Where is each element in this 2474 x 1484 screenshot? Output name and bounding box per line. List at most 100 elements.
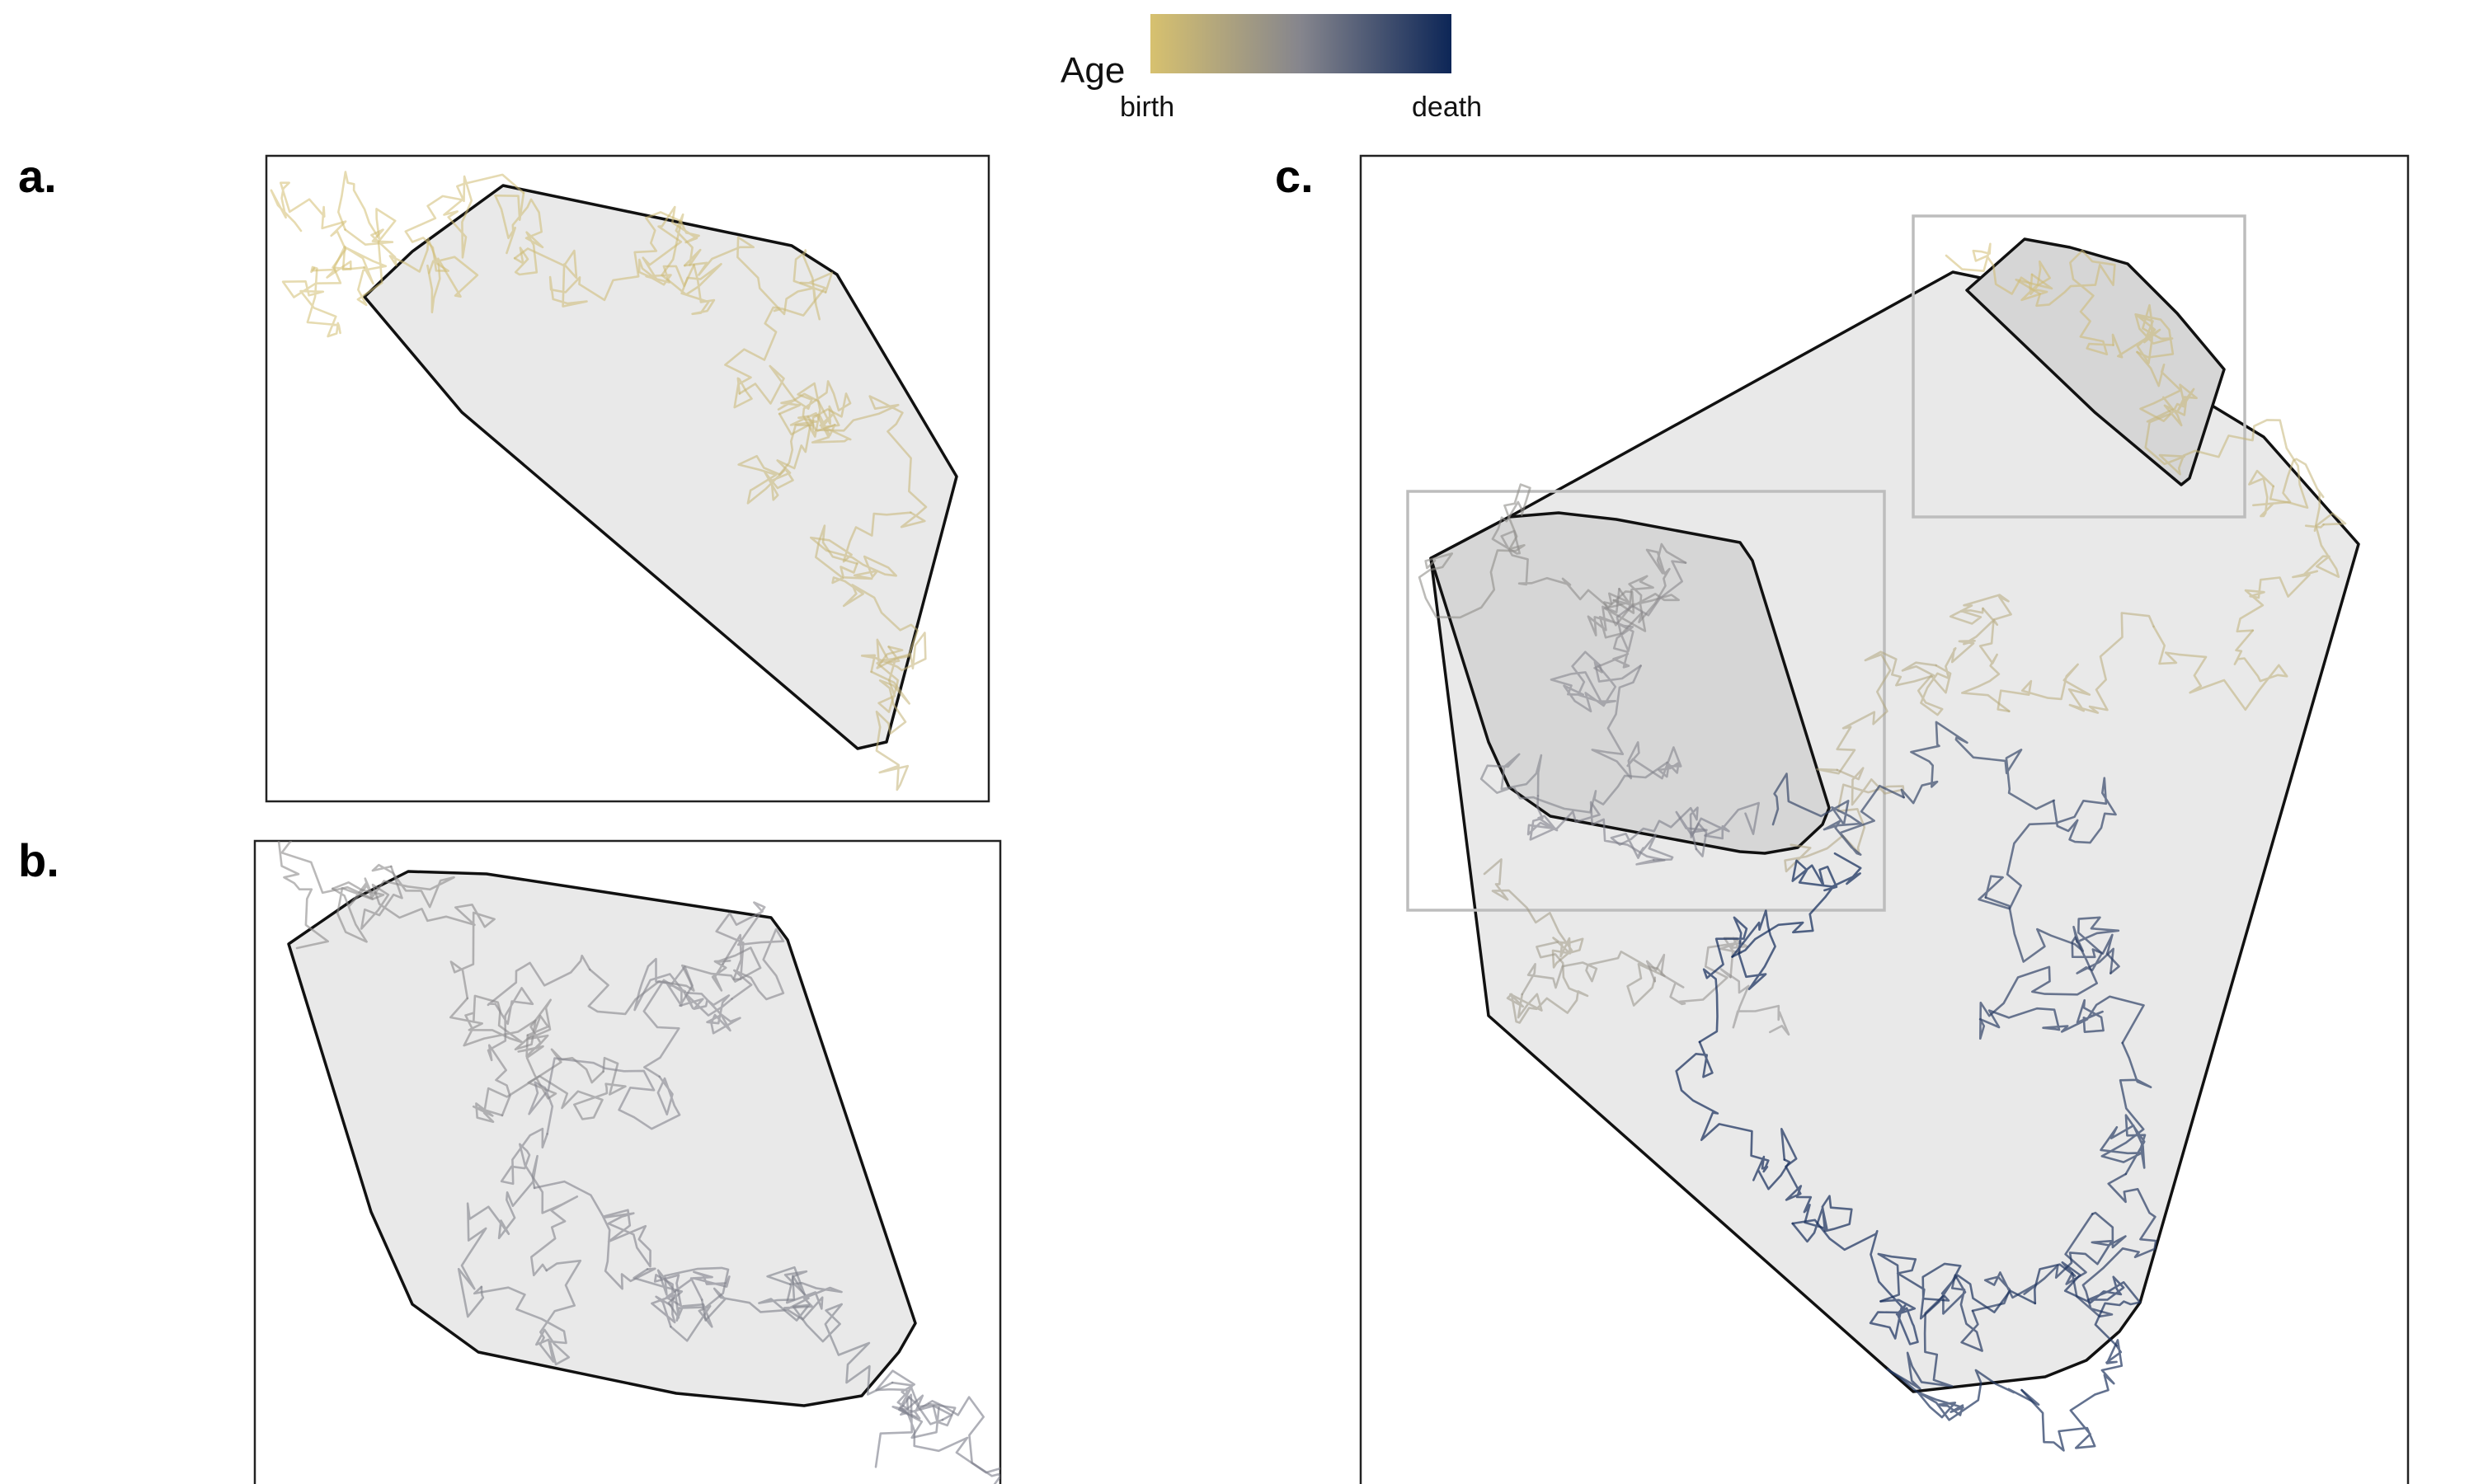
panel-a-track-segment-18 (870, 670, 910, 791)
panel-c-early-track-segment-2 (2111, 303, 2175, 364)
panel-c-inset-box-b (1406, 490, 1886, 912)
panel-c-mid-track-segment-9 (1610, 806, 1708, 862)
panel-c-early-track-segment-7 (2152, 625, 2288, 711)
panel-c-transition-track-segment-0 (1483, 858, 1584, 969)
panel-b-track-segment-13 (473, 1259, 582, 1366)
panel-c-late-track-segment-4 (1978, 933, 2120, 1040)
panel-b-track-segment-1 (331, 863, 455, 943)
panel-c-early-track-segment-9 (1949, 594, 2012, 713)
panel-b-track-segment-7 (587, 946, 762, 1016)
panel-c-mid-track-segment-5 (1550, 650, 1642, 713)
panel-c-late-track-segment-8 (1971, 1211, 2127, 1313)
panel-b-track-segment-11 (528, 1057, 681, 1135)
panel-a-track-segment-17 (860, 632, 927, 713)
legend-death-label: death (1412, 92, 1482, 123)
panel-b (253, 839, 1002, 1484)
panel-c-early-track-segment-5 (2248, 458, 2325, 533)
panel-c-late-track-segment-11 (2020, 1339, 2124, 1452)
panel-c-late-track-segment-12 (2034, 1261, 2142, 1347)
panel-b-track-segment-19 (758, 1266, 894, 1396)
panel-a-track-segment-10 (724, 271, 834, 409)
panel-c-early-track-segment-11 (1816, 650, 1937, 775)
panel-b-home-range-hull (287, 870, 917, 1407)
panel-c-mid-track-segment-6 (1591, 665, 1682, 780)
panel-c-mid-track-segment-0 (1418, 483, 1531, 619)
panel-b-track-segment-5 (472, 1056, 627, 1123)
panel-b-track-segment-14 (457, 1154, 539, 1318)
legend-title: Age (1061, 50, 1125, 91)
panel-c-early-track-segment-3 (2136, 350, 2198, 427)
panel-c-late-track-segment-13 (1877, 1252, 2037, 1320)
panel-b-tracks (277, 841, 1000, 1484)
panel-a-track-segment-2 (336, 171, 397, 307)
panel-b-track-segment-17 (651, 1270, 731, 1328)
panel-a-track-segment-15 (809, 511, 912, 580)
panel-a-track-segment-4 (404, 173, 525, 275)
panel-a-track-segment-9 (683, 236, 827, 321)
panel-c-late-track-segment-15 (1780, 1128, 1853, 1243)
panel-b-track-segment-18 (700, 1270, 843, 1322)
panel-c-late-track-segment-5 (1978, 995, 2145, 1045)
panel-a-tracks (270, 171, 928, 791)
panel-a (265, 154, 990, 803)
panel-a-track-segment-13 (737, 412, 812, 505)
panel-c-mid-track-segment-3 (1587, 542, 1687, 639)
panel-a-track-segment-3 (344, 228, 479, 314)
panel-b-track-segment-3 (449, 994, 549, 1051)
panel-c-late-track-segment-14 (1791, 1219, 1919, 1345)
panel-c-early-track-segment-8 (1997, 612, 2155, 714)
panel-c-early-track-segment-4 (2144, 408, 2309, 510)
panel-c-late-track-segment-16 (1675, 1040, 1791, 1190)
age-legend: Age birth death (1061, 14, 1482, 123)
panel-b-track-segment-22 (874, 1393, 1000, 1484)
panel-b-track-segment-10 (633, 957, 694, 1078)
panel-c-label: c. (1275, 150, 1314, 202)
panel-c-transition-track-segment-1 (1506, 941, 1589, 1024)
age-colorbar (1150, 14, 1451, 73)
panel-a-track-segment-1 (281, 245, 365, 338)
panel-c-late-track-segment-0 (1771, 773, 1905, 856)
panel-c-inner-hull-a (1965, 237, 2226, 486)
panel-c-tracks (1418, 242, 2347, 1452)
panel-c-mid-track-segment-10 (1675, 801, 1760, 851)
panel-c (1359, 154, 2410, 1484)
panel-c-inset-box-a (1912, 214, 2246, 519)
panel-c-late-track-segment-17 (1698, 909, 1776, 1044)
panel-c-early-track-segment-6 (2236, 512, 2347, 633)
panel-b-track-segment-12 (500, 1127, 579, 1277)
panel-c-mid-track-segment-8 (1526, 794, 1666, 866)
panel-b-track-segment-21 (891, 1394, 1000, 1477)
panel-a-track-segment-12 (777, 392, 852, 444)
panel-c-late-track-segment-3 (1984, 896, 2120, 974)
panel-c-transition-track-segment-3 (1645, 937, 1748, 1006)
panel-c-mid-track-segment-2 (1603, 575, 1680, 632)
panel-a-track-segment-11 (738, 364, 852, 438)
legend-birth-label: birth (1120, 92, 1174, 123)
panel-b-track-segment-6 (487, 954, 591, 1117)
panel-c-mid-track-segment-4 (1593, 560, 1687, 674)
panel-c-early-track-segment-1 (2015, 249, 2116, 356)
panel-b-track-segment-15 (533, 1180, 656, 1290)
panel-c-late-track-segment-10 (1886, 1368, 2040, 1421)
panel-a-track-segment-8 (661, 213, 722, 316)
panel-c-late-track-segment-18 (1731, 852, 1862, 958)
panel-a-track-segment-14 (778, 395, 928, 528)
panel-c-late-track-segment-1 (1900, 721, 2056, 810)
panel-b-track-segment-9 (679, 991, 741, 1035)
panel-c-mid-track-segment-7 (1479, 753, 1668, 814)
panel-a-track-segment-7 (637, 205, 700, 288)
panel-a-label: a. (18, 150, 57, 202)
panel-c-transition-track-segment-4 (1719, 968, 1790, 1036)
panel-a-home-range-hull (363, 184, 958, 750)
panel-c-early-track-segment-10 (1917, 607, 1999, 716)
panel-c-late-track-segment-6 (2100, 1041, 2152, 1176)
panel-c-transition-track-segment-2 (1521, 951, 1666, 1007)
panel-a-track-segment-5 (494, 191, 544, 276)
panel-b-label: b. (18, 834, 59, 886)
panel-c-early-track-segment-12 (1784, 767, 1905, 873)
panel-c-early-track-segment-0 (1945, 242, 2051, 302)
panel-a-track-segment-0 (270, 181, 352, 279)
panel-b-track-segment-8 (715, 901, 785, 1001)
panel-b-track-segment-2 (360, 865, 496, 1000)
